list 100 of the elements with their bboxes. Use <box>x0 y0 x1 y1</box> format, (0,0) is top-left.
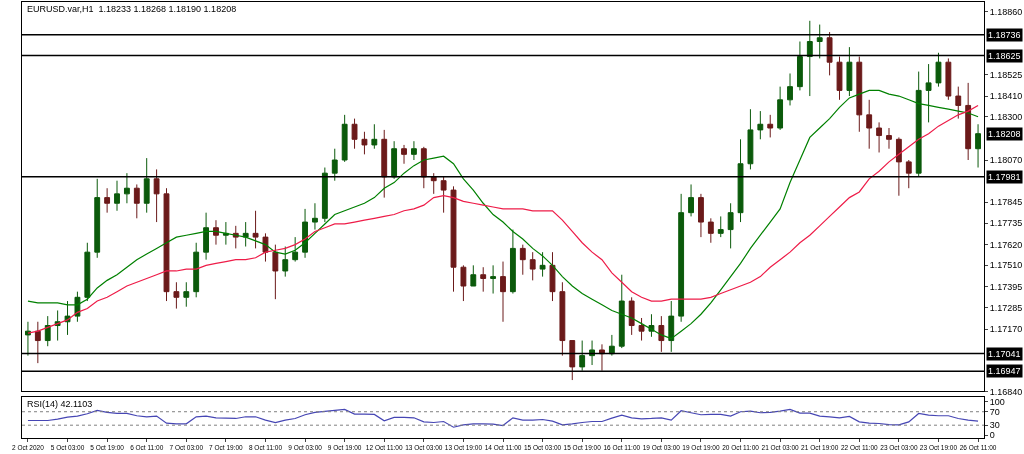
candlestick <box>589 340 595 366</box>
y-tick-label: 1.17285 <box>989 302 1023 313</box>
candlestick <box>34 321 41 364</box>
y-tick-label: 1.17735 <box>989 218 1023 229</box>
candlestick <box>391 140 398 180</box>
candlestick <box>529 251 536 281</box>
candlestick <box>114 180 120 212</box>
y-tick-label: 1.18070 <box>989 155 1023 166</box>
candlestick <box>183 281 190 308</box>
candlestick <box>757 110 764 140</box>
candlestick <box>94 178 101 259</box>
candlestick <box>312 202 318 231</box>
candlestick <box>767 114 774 138</box>
candlestick <box>975 123 981 169</box>
candlestick <box>123 172 130 204</box>
y-tick-label: 1.17510 <box>989 260 1023 271</box>
y-tick-label: 70 <box>989 406 1000 417</box>
candlestick <box>44 315 51 347</box>
y-tick-label: 30 <box>989 420 1000 431</box>
candlestick <box>668 300 675 353</box>
candlestick <box>282 246 289 278</box>
y-tick-label: 1.16840 <box>989 386 1023 397</box>
candlestick <box>401 144 407 165</box>
candlestick <box>193 242 200 298</box>
candlestick <box>866 99 873 150</box>
candlestick <box>460 264 467 302</box>
ref-line-label: 1.16947 <box>988 366 1021 376</box>
candlestick <box>84 242 91 302</box>
y-tick-label: 100 <box>989 396 1005 407</box>
y-tick-label: 1.17845 <box>989 197 1023 208</box>
candlestick <box>430 172 437 195</box>
candlestick <box>678 193 685 323</box>
candlestick <box>163 187 170 302</box>
candlestick <box>737 138 744 223</box>
candlestick <box>599 343 605 372</box>
candlestick <box>331 148 338 182</box>
candlestick <box>361 131 368 155</box>
ref-line-label: 1.18736 <box>988 30 1021 40</box>
candlestick <box>925 63 932 123</box>
chart-title: RSI(14) 42.1103 <box>27 399 93 409</box>
candlestick <box>519 244 526 276</box>
candlestick <box>500 261 506 323</box>
candlestick <box>272 244 279 300</box>
candlestick <box>826 31 833 76</box>
ref-line-label: 1.18625 <box>988 51 1021 61</box>
candlestick <box>133 183 140 219</box>
candlestick <box>796 41 803 91</box>
candlestick <box>25 321 31 357</box>
candlestick <box>420 146 427 189</box>
candlestick <box>905 159 912 189</box>
candlestick <box>173 281 180 310</box>
y-tick-label: 1.18410 <box>989 91 1023 102</box>
candlestick <box>450 185 457 293</box>
candlestick <box>628 296 635 336</box>
candlestick <box>876 121 883 153</box>
candlestick <box>618 274 625 349</box>
candlestick <box>539 251 546 278</box>
candlestick <box>707 217 714 244</box>
candlestick <box>846 46 853 97</box>
candlestick <box>143 157 150 214</box>
candlestick <box>371 123 378 150</box>
candlestick <box>886 127 892 150</box>
candlestick <box>153 168 160 223</box>
candlestick <box>559 281 566 357</box>
candlestick <box>806 20 813 97</box>
y-tick-label: 1.18525 <box>989 69 1023 80</box>
candlestick <box>509 229 516 295</box>
candlestick <box>381 129 388 199</box>
candlestick <box>470 264 477 287</box>
candlestick <box>104 187 111 214</box>
candlestick <box>579 340 586 372</box>
candlestick <box>787 72 793 106</box>
annotation: 1.18208 <box>988 129 1021 139</box>
ref-line-label: 1.17041 <box>988 349 1021 359</box>
candlestick <box>411 140 417 161</box>
line-series <box>27 408 979 428</box>
candlestick <box>915 71 922 178</box>
y-tick-label: 0 <box>989 430 995 441</box>
candlestick <box>727 202 734 249</box>
candlestick <box>638 317 645 342</box>
candlestick <box>955 86 962 120</box>
candlestick <box>321 167 328 223</box>
candlestick <box>777 86 784 131</box>
candlestick <box>242 221 249 248</box>
candlestick <box>935 52 942 88</box>
candlestick <box>440 176 447 214</box>
candlestick <box>252 210 259 249</box>
candlestick <box>608 334 615 357</box>
candlestick <box>717 215 724 238</box>
y-tick-label: 1.17170 <box>989 324 1023 335</box>
candlestick <box>688 183 694 217</box>
candlestick <box>856 56 863 133</box>
candlestick <box>698 193 704 238</box>
candlestick <box>836 56 843 101</box>
candlestick <box>490 264 497 295</box>
candlestick <box>549 251 556 302</box>
candlestick <box>816 24 823 59</box>
candlestick <box>203 212 210 261</box>
ref-line-label: 1.17981 <box>988 172 1021 182</box>
y-tick-label: 1.17395 <box>989 282 1023 293</box>
